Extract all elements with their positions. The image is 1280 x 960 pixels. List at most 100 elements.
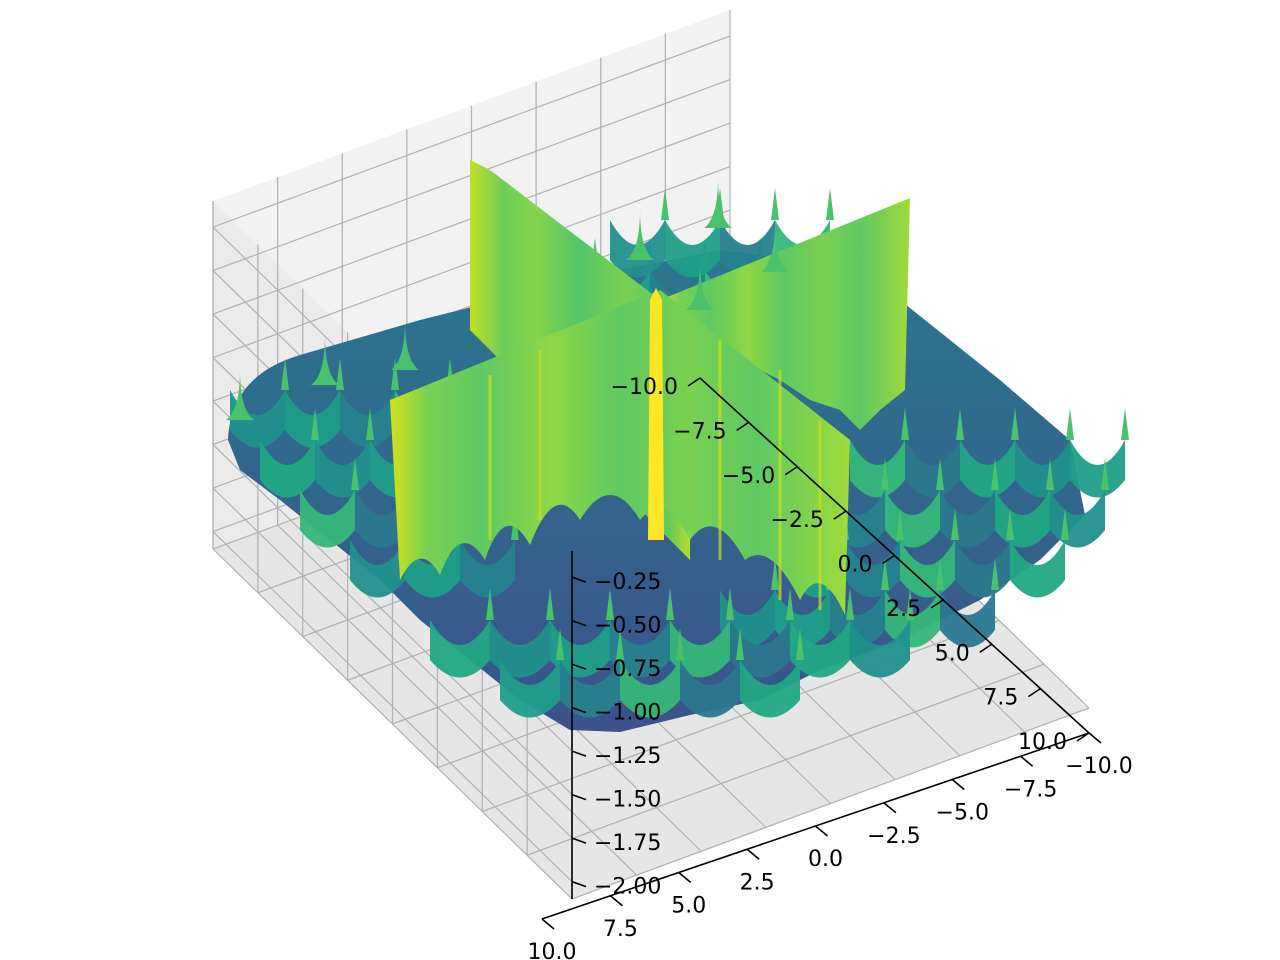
surface-spike bbox=[1101, 458, 1109, 490]
surface-spike bbox=[336, 358, 344, 390]
surface-cusp bbox=[850, 620, 910, 678]
surface-spike bbox=[311, 408, 319, 440]
surface-cusp bbox=[790, 620, 850, 678]
y-tick-label: 2.5 bbox=[740, 870, 775, 895]
surface-spike bbox=[761, 222, 789, 272]
y-tick-mark bbox=[814, 825, 829, 837]
x-tick-mark bbox=[784, 466, 798, 476]
x-tick-label: −5.0 bbox=[722, 464, 775, 489]
surface-spike bbox=[1121, 408, 1129, 440]
surface-spike bbox=[736, 628, 744, 660]
y-tick-label: −2.5 bbox=[867, 824, 920, 849]
surface-cusp bbox=[1070, 440, 1125, 498]
surface-cusp bbox=[340, 390, 395, 448]
surface-spike bbox=[906, 588, 914, 620]
y-tick-mark bbox=[883, 802, 897, 814]
surface-cusp bbox=[670, 620, 730, 678]
surface-cusp bbox=[550, 620, 610, 678]
x-tick-mark bbox=[882, 554, 895, 565]
y-tick-mark bbox=[1088, 732, 1102, 744]
surface-spike bbox=[666, 588, 674, 620]
y-tick-mark bbox=[678, 871, 692, 884]
surface-spike bbox=[991, 558, 999, 590]
x-tick-label: 7.5 bbox=[983, 686, 1018, 711]
x-tick-mark bbox=[979, 643, 993, 653]
x-tick-label: 0.0 bbox=[838, 553, 873, 578]
surface-spike bbox=[606, 588, 614, 620]
back-gridline bbox=[212, 531, 573, 883]
surface-spike bbox=[826, 188, 834, 220]
surface-spike bbox=[1046, 458, 1054, 490]
surface-spike bbox=[704, 178, 732, 228]
x-tick-label: −2.5 bbox=[770, 508, 823, 533]
surface-cusp bbox=[960, 440, 1015, 498]
x-tick-mark bbox=[687, 377, 701, 387]
surface-spike bbox=[1061, 508, 1069, 540]
surface-spike bbox=[1011, 408, 1019, 440]
z-tick-label: −2.00 bbox=[594, 875, 661, 900]
floor-gridline bbox=[277, 524, 638, 876]
x-tick-mark bbox=[1076, 732, 1090, 742]
surface-cusp bbox=[905, 440, 960, 498]
z-tick-mark bbox=[571, 837, 587, 844]
surface-spike bbox=[556, 628, 564, 660]
y-tick-mark bbox=[541, 918, 555, 930]
surface-cusp bbox=[430, 620, 490, 678]
ridge-wall-front bbox=[390, 290, 850, 615]
surface-cusp bbox=[260, 440, 315, 498]
surface-spike bbox=[1066, 408, 1074, 440]
y-tick-label: −10.0 bbox=[1065, 754, 1132, 779]
z-tick-label: −0.75 bbox=[594, 657, 661, 682]
surface-cusp bbox=[665, 220, 720, 278]
surface-spike bbox=[626, 210, 654, 260]
surface-spike bbox=[311, 335, 339, 385]
surface-spike bbox=[956, 408, 964, 440]
surface-cusp bbox=[285, 390, 340, 448]
surface-spike bbox=[936, 558, 944, 590]
surface-spike bbox=[486, 588, 494, 620]
y-tick-label: −5.0 bbox=[936, 801, 989, 826]
surface-spike bbox=[991, 458, 999, 490]
surface-spike bbox=[226, 370, 254, 420]
x-tick-mark bbox=[1027, 687, 1041, 698]
surface-spike bbox=[391, 358, 399, 390]
surface-spike bbox=[1006, 508, 1014, 540]
surface-cusp bbox=[350, 540, 405, 598]
surface-spike bbox=[351, 458, 359, 490]
surface-cusp bbox=[490, 620, 550, 678]
z-tick-mark bbox=[571, 880, 587, 888]
z-tick-label: −0.25 bbox=[594, 570, 661, 595]
surface-cusp bbox=[730, 620, 790, 678]
z-tick-label: −1.75 bbox=[594, 831, 661, 856]
surface-cusp bbox=[230, 390, 285, 448]
surface-spike bbox=[391, 320, 419, 370]
x-tick-label: 2.5 bbox=[886, 597, 921, 622]
surface-spike bbox=[796, 628, 804, 660]
surface-cusp bbox=[405, 540, 460, 598]
z-tick-label: −1.50 bbox=[594, 788, 661, 813]
z-tick-label: −0.50 bbox=[594, 614, 661, 639]
y-tick-mark bbox=[746, 848, 760, 860]
surface-cusp bbox=[1015, 440, 1070, 498]
surface-spike bbox=[951, 508, 959, 540]
y-tick-mark bbox=[951, 778, 965, 791]
z-tick-label: −1.25 bbox=[594, 744, 661, 769]
y-tick-label: 0.0 bbox=[808, 847, 843, 872]
surface-cusp bbox=[500, 660, 560, 718]
surface-spike bbox=[661, 188, 669, 220]
z-tick-mark bbox=[571, 663, 587, 670]
surface-spike bbox=[771, 188, 779, 220]
surface-spike bbox=[676, 628, 684, 660]
surface-spike bbox=[366, 408, 374, 440]
z-tick-mark bbox=[571, 576, 587, 583]
y-tick-mark bbox=[609, 895, 623, 907]
surface-cusp bbox=[620, 660, 680, 718]
surface-spike bbox=[881, 458, 889, 490]
surface-spike bbox=[616, 628, 624, 660]
surface-spike bbox=[786, 588, 794, 620]
surface-spike bbox=[936, 458, 944, 490]
surface-cusp bbox=[460, 540, 515, 598]
z-tick-label: −1.00 bbox=[594, 701, 661, 726]
z-tick-mark bbox=[571, 706, 587, 714]
